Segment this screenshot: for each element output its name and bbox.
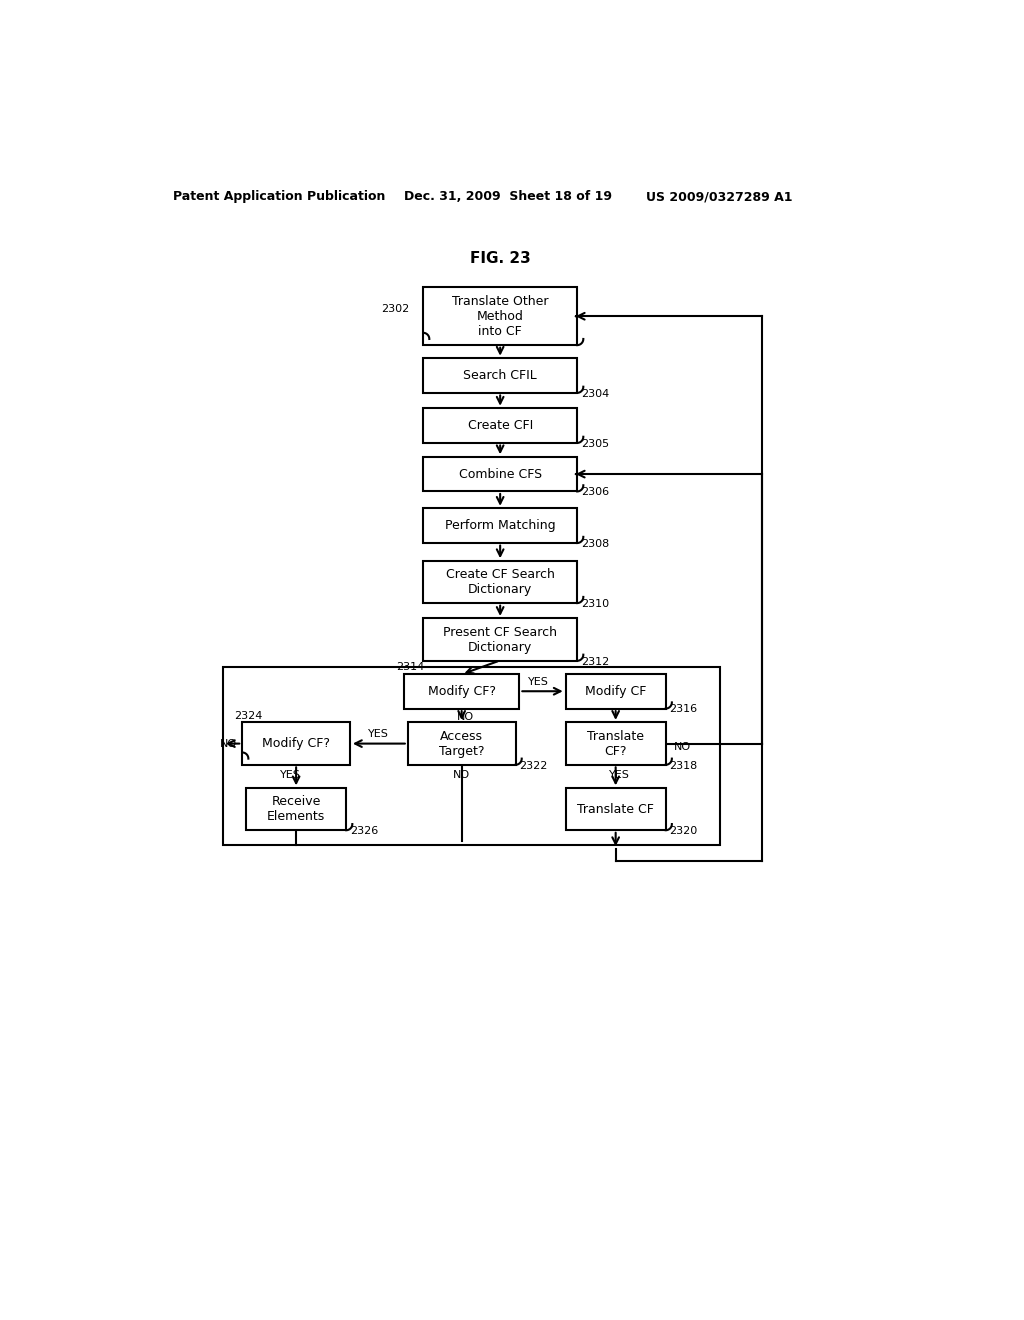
Bar <box>223 667 720 845</box>
Bar <box>565 675 666 709</box>
Text: 2324: 2324 <box>234 711 263 721</box>
Text: Modify CF: Modify CF <box>585 685 646 698</box>
Text: 2314: 2314 <box>396 663 425 672</box>
Text: Present CF Search
Dictionary: Present CF Search Dictionary <box>443 626 557 653</box>
Text: Patent Application Publication: Patent Application Publication <box>173 190 385 203</box>
Text: YES: YES <box>368 730 389 739</box>
Text: Translate CF: Translate CF <box>578 803 654 816</box>
Bar <box>423 561 578 603</box>
Bar <box>246 788 346 830</box>
Text: 2326: 2326 <box>350 826 378 836</box>
Bar <box>423 408 578 444</box>
Text: 2322: 2322 <box>519 760 548 771</box>
Text: 2320: 2320 <box>670 826 697 836</box>
Text: YES: YES <box>528 677 549 686</box>
Bar <box>408 722 515 764</box>
Text: Modify CF?: Modify CF? <box>428 685 496 698</box>
Bar <box>423 508 578 543</box>
Bar <box>423 288 578 345</box>
Text: YES: YES <box>609 770 630 780</box>
Text: Translate Other
Method
into CF: Translate Other Method into CF <box>452 294 549 338</box>
Text: Perform Matching: Perform Matching <box>444 519 555 532</box>
Text: NO: NO <box>453 770 470 780</box>
Text: US 2009/0327289 A1: US 2009/0327289 A1 <box>646 190 793 203</box>
Text: Combine CFS: Combine CFS <box>459 467 542 480</box>
Text: Access
Target?: Access Target? <box>439 730 484 758</box>
Text: NO: NO <box>220 739 237 748</box>
Text: 2310: 2310 <box>581 599 609 609</box>
Text: Create CFI: Create CFI <box>468 418 532 432</box>
Bar <box>423 358 578 393</box>
Text: NO: NO <box>457 713 474 722</box>
Text: 2306: 2306 <box>581 487 609 498</box>
Bar <box>423 619 578 661</box>
Bar <box>243 722 350 764</box>
Text: YES: YES <box>280 770 300 780</box>
Text: Modify CF?: Modify CF? <box>262 737 330 750</box>
Text: Search CFIL: Search CFIL <box>463 370 537 381</box>
Text: 2304: 2304 <box>581 388 609 399</box>
Text: NO: NO <box>674 742 691 752</box>
Text: Receive
Elements: Receive Elements <box>267 795 326 824</box>
Text: 2308: 2308 <box>581 539 609 549</box>
Text: Create CF Search
Dictionary: Create CF Search Dictionary <box>445 568 555 595</box>
Text: 2318: 2318 <box>670 760 697 771</box>
Bar <box>565 722 666 764</box>
Bar <box>565 788 666 830</box>
Text: 2305: 2305 <box>581 438 609 449</box>
Text: FIG. 23: FIG. 23 <box>470 251 530 267</box>
Text: 2316: 2316 <box>670 705 697 714</box>
Text: 2312: 2312 <box>581 656 609 667</box>
Text: Dec. 31, 2009  Sheet 18 of 19: Dec. 31, 2009 Sheet 18 of 19 <box>403 190 612 203</box>
Bar <box>423 457 578 491</box>
Text: Translate
CF?: Translate CF? <box>587 730 644 758</box>
Bar <box>403 675 519 709</box>
Text: 2302: 2302 <box>381 305 409 314</box>
